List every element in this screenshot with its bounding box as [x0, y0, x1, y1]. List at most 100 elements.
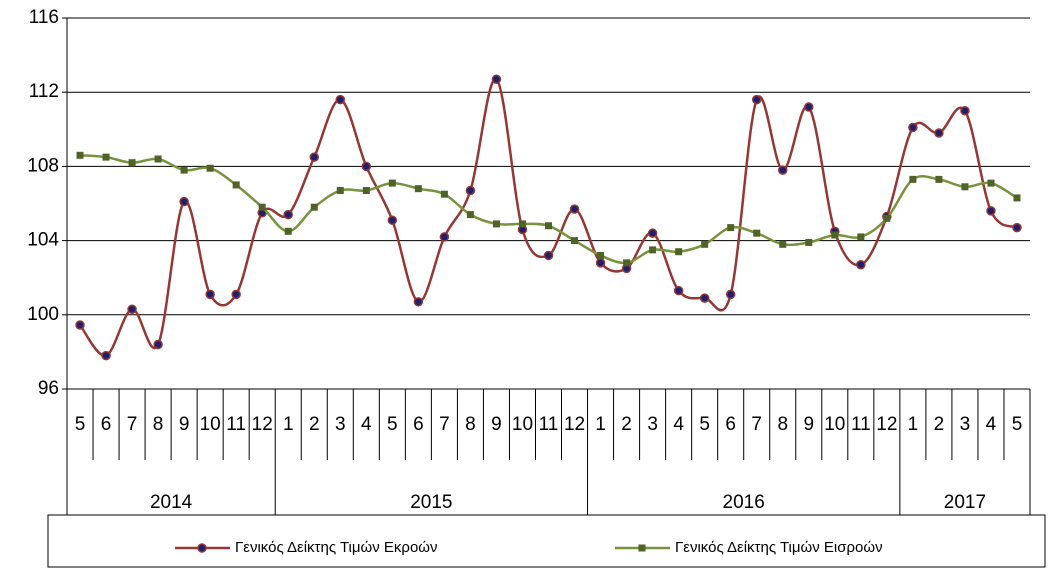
group-label: 2014: [150, 492, 193, 513]
marker: [595, 258, 606, 268]
marker: [154, 155, 162, 163]
marker: [597, 251, 605, 259]
marker: [623, 259, 631, 267]
marker: [857, 233, 865, 241]
marker: [127, 304, 137, 314]
marker: [909, 175, 917, 183]
x-tick-label: 9: [803, 414, 814, 435]
x-tick-label: 12: [252, 414, 273, 435]
x-tick-label: 5: [1012, 414, 1023, 435]
marker: [335, 94, 346, 105]
marker: [569, 204, 580, 214]
marker: [492, 220, 500, 228]
marker: [310, 203, 318, 211]
marker: [232, 181, 240, 189]
x-tick-label: 1: [908, 414, 919, 435]
x-tick-label: 5: [75, 414, 86, 435]
x-tick-label: 4: [986, 414, 997, 435]
x-tick-label: 7: [127, 414, 138, 435]
marker: [751, 94, 762, 105]
y-tick-label: 100: [27, 304, 59, 325]
legend-label: Γενικός Δείκτης Τιμών Εκροών: [235, 539, 438, 556]
x-tick-label: 4: [361, 414, 372, 435]
marker: [935, 175, 943, 183]
marker: [465, 185, 476, 196]
marker: [701, 240, 709, 248]
marker: [779, 240, 787, 248]
x-tick-label: 11: [226, 414, 246, 435]
marker: [258, 203, 266, 211]
marker: [283, 209, 293, 220]
x-tick-label: 9: [179, 414, 190, 435]
x-tick-label: 6: [413, 414, 424, 435]
marker: [934, 128, 944, 138]
series-line: [79, 154, 1018, 265]
marker: [543, 250, 554, 261]
marker: [440, 190, 448, 198]
marker: [908, 122, 918, 133]
group-label: 2016: [723, 492, 765, 513]
marker: [571, 237, 579, 245]
marker: [205, 289, 215, 300]
marker: [75, 320, 85, 330]
y-tick-label: 108: [27, 155, 59, 176]
x-tick-label: 11: [539, 414, 559, 435]
marker: [128, 159, 136, 167]
marker: [649, 246, 657, 254]
x-tick-label: 8: [153, 414, 164, 435]
y-tick-label: 116: [29, 7, 59, 28]
legend-box: [47, 514, 1046, 568]
marker: [699, 293, 710, 303]
group-label: 2015: [410, 492, 452, 513]
x-tick-label: 6: [725, 414, 736, 435]
marker: [197, 543, 207, 553]
marker: [727, 224, 735, 232]
x-tick-label: 3: [647, 414, 658, 435]
marker: [231, 289, 241, 300]
marker: [336, 187, 344, 195]
series-line: [78, 77, 1018, 357]
marker: [180, 166, 188, 174]
marker: [1013, 194, 1021, 202]
marker: [1012, 222, 1022, 233]
marker: [76, 151, 84, 159]
marker: [439, 232, 450, 242]
marker: [361, 161, 372, 172]
marker: [987, 179, 995, 187]
y-tick-label: 112: [29, 81, 59, 102]
x-tick-label: 2: [309, 414, 320, 435]
x-tick-label: 8: [465, 414, 476, 435]
x-tick-label: 5: [699, 414, 710, 435]
marker: [102, 153, 110, 161]
x-tick-label: 1: [283, 414, 294, 435]
marker: [831, 231, 839, 239]
y-tick-label: 104: [27, 230, 59, 251]
x-tick-label: 6: [101, 414, 112, 435]
marker: [960, 106, 970, 116]
marker: [805, 238, 813, 246]
marker: [388, 179, 396, 187]
marker: [753, 229, 761, 237]
x-tick-label: 12: [876, 414, 897, 435]
marker: [986, 206, 996, 216]
x-tick-label: 1: [595, 414, 606, 435]
x-tick-label: 3: [960, 414, 971, 435]
marker: [725, 289, 736, 300]
marker: [961, 183, 969, 191]
marker: [101, 350, 111, 361]
x-tick-label: 2: [934, 414, 945, 435]
marker: [545, 222, 552, 230]
x-tick-label: 3: [335, 414, 346, 435]
marker: [179, 196, 189, 207]
marker: [675, 248, 683, 256]
marker: [362, 187, 370, 195]
marker: [153, 339, 163, 350]
x-tick-label: 2: [621, 414, 632, 435]
x-tick-label: 10: [512, 414, 533, 435]
marker: [466, 211, 474, 219]
group-label: 2017: [944, 492, 986, 513]
x-tick-label: 11: [851, 414, 871, 435]
marker: [638, 544, 646, 552]
x-tick-label: 4: [673, 414, 684, 435]
